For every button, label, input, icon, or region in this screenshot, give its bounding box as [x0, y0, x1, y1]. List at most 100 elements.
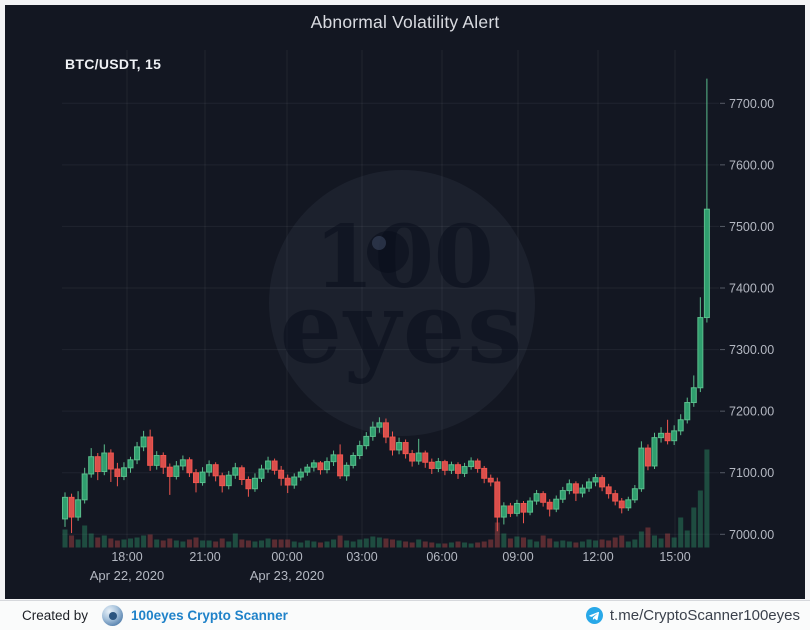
candle-body	[422, 452, 429, 463]
candle-body	[363, 435, 370, 447]
candle-body	[500, 505, 507, 518]
candle-body	[612, 493, 619, 502]
footer-left: Created by 100eyes Crypto Scanner	[22, 605, 288, 626]
candle-body	[579, 487, 586, 494]
candle-body	[540, 493, 547, 503]
candle-body	[474, 460, 481, 469]
volume-bar	[173, 540, 179, 548]
candle-body	[271, 460, 278, 471]
candle-body	[605, 486, 612, 495]
volume-bar	[252, 541, 258, 548]
volume-bar	[652, 535, 657, 548]
volume-bar	[632, 539, 638, 548]
volume-bar	[697, 490, 703, 548]
candle-body	[533, 493, 540, 502]
volume-bar	[154, 539, 160, 548]
footer-right: t.me/CryptoScanner100eyes	[585, 607, 800, 624]
candle-body	[625, 499, 632, 509]
volume-bar	[160, 540, 166, 548]
candle-body	[62, 496, 68, 520]
candle-body	[487, 477, 494, 483]
x-axis-label: 15:00	[659, 550, 690, 564]
telegram-link[interactable]: t.me/CryptoScanner100eyes	[609, 607, 800, 624]
volume-bar	[403, 541, 409, 548]
candle-body	[337, 454, 344, 477]
candle-body	[350, 454, 357, 466]
candle-body	[592, 477, 599, 483]
volume-bar	[239, 539, 245, 548]
candle-body	[330, 454, 337, 463]
candle-body	[703, 208, 710, 319]
y-axis-label: 7700.00	[729, 97, 774, 111]
candle-body	[507, 505, 514, 514]
candle-body	[258, 468, 265, 479]
volume-bar	[317, 542, 323, 548]
brand-link[interactable]: 100eyes Crypto Scanner	[131, 608, 288, 623]
candle-body	[618, 500, 625, 509]
volume-bar	[350, 541, 356, 548]
volume-bar	[259, 540, 264, 548]
volume-bar	[514, 536, 520, 548]
volume-bar	[658, 538, 664, 548]
candle-body	[251, 477, 258, 490]
volume-bar	[291, 541, 297, 548]
created-by-label: Created by	[22, 608, 89, 623]
candle-body	[415, 452, 422, 462]
volume-bar	[547, 538, 553, 548]
volume-bar	[488, 539, 494, 548]
candle-body	[559, 490, 566, 500]
volume-bar	[186, 539, 192, 548]
volume-bar	[560, 540, 566, 548]
volume-bar	[435, 543, 441, 548]
candle-body	[173, 465, 180, 477]
volume-bar	[429, 542, 435, 548]
candle-body	[651, 437, 658, 467]
candle-body	[481, 467, 488, 479]
volume-bar	[442, 543, 448, 548]
volume-bar	[206, 540, 212, 548]
telegram-icon	[585, 607, 603, 624]
candle-body	[127, 459, 134, 469]
volume-bar	[396, 540, 402, 548]
volume-bar	[448, 542, 454, 548]
candle-body	[376, 422, 383, 428]
volume-bar	[671, 537, 677, 548]
volume-bar	[501, 533, 507, 548]
candle-body	[441, 461, 448, 471]
volume-bar	[599, 539, 605, 548]
candle-body	[382, 422, 389, 438]
volume-bar	[619, 535, 625, 548]
candle-body	[435, 461, 442, 469]
candle-body	[212, 464, 219, 477]
candle-body	[219, 475, 226, 487]
volume-bar	[108, 538, 114, 548]
volume-bar	[704, 449, 710, 548]
candle-body	[206, 464, 213, 473]
candle-body	[304, 466, 311, 473]
volume-bar	[521, 537, 526, 548]
date-label: Apr 23, 2020	[250, 568, 324, 583]
candle-body	[638, 447, 645, 490]
volume-bar	[573, 542, 579, 548]
volume-bar	[553, 541, 559, 548]
volume-bar	[213, 541, 219, 548]
candle-body	[677, 419, 684, 432]
candle-body	[586, 481, 592, 489]
volume-bar	[344, 540, 350, 548]
candle-body	[566, 483, 573, 492]
y-axis-label: 7600.00	[729, 158, 774, 172]
volume-bar	[586, 539, 592, 548]
candle-body	[147, 436, 154, 466]
candle-body	[671, 430, 678, 442]
volume-bar	[311, 541, 317, 548]
candle-body	[343, 464, 350, 477]
volume-bar	[684, 530, 690, 548]
volume-bar	[540, 535, 546, 548]
volume-bar	[481, 541, 487, 548]
volume-bar	[141, 535, 147, 548]
volume-bar	[114, 540, 120, 548]
candle-body	[265, 460, 272, 470]
candle-body	[81, 473, 88, 501]
volume-bar	[272, 539, 278, 548]
